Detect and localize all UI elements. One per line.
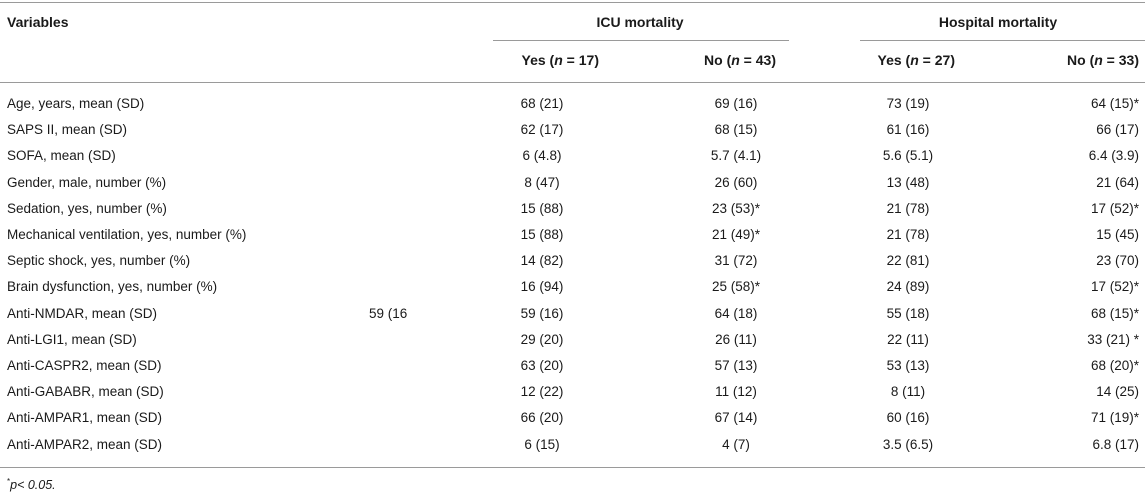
row-label: Anti-NMDAR, mean (SD) (7, 306, 158, 321)
row-label: Age, years, mean (SD) (7, 96, 145, 111)
variables-header: Variables (7, 14, 69, 30)
hospital-yes-value: 22 (11) (887, 332, 929, 347)
hospital-yes-value: 13 (48) (886, 175, 930, 190)
stray-cell-value: 59 (16 (369, 306, 408, 321)
icu-yes-value: 29 (20) (520, 332, 564, 347)
icu-no-header: No (n = 43) (704, 52, 776, 68)
icu-no-value: 26 (60) (714, 175, 758, 190)
hospital-yes-value: 21 (78) (886, 227, 930, 242)
row-label: Gender, male, number (%) (7, 175, 167, 190)
icu-no-value: 4 (7) (722, 437, 750, 452)
icu-yes-value: 15 (88) (520, 227, 564, 242)
hospital-yes-value: 53 (13) (886, 358, 930, 373)
hospital-no-value: 64 (15)* (1090, 96, 1139, 111)
row-label: Septic shock, yes, number (%) (7, 253, 191, 268)
icu-no-value: 64 (18) (714, 306, 758, 321)
icu-yes-value: 6 (4.8) (522, 148, 562, 163)
hospital-yes-value: 55 (18) (886, 306, 930, 321)
icu-mortality-header: ICU mortality (596, 14, 684, 30)
hospital-no-value: 6.8 (17) (1092, 437, 1139, 452)
hospital-group-rule (860, 40, 1145, 41)
header-bottom-rule (0, 82, 1145, 83)
row-label: Anti-AMPAR1, mean (SD) (7, 410, 163, 425)
icu-yes-value: 8 (47) (524, 175, 560, 190)
hospital-no-value: 17 (52)* (1090, 279, 1139, 294)
hospital-no-value: 71 (19)* (1090, 410, 1139, 425)
icu-yes-value: 63 (20) (520, 358, 564, 373)
hospital-yes-value: 61 (16) (886, 122, 930, 137)
hospital-yes-header: Yes (n = 27) (877, 52, 955, 68)
icu-yes-value: 12 (22) (520, 384, 564, 399)
footnote-symbol: * (7, 476, 11, 486)
icu-yes-value: 62 (17) (520, 122, 564, 137)
row-label: Brain dysfunction, yes, number (%) (7, 279, 218, 294)
row-label: Anti-LGI1, mean (SD) (7, 332, 137, 347)
footnote: *p< 0.05. (7, 476, 56, 492)
icu-yes-value: 14 (82) (520, 253, 564, 268)
icu-no-value: 23 (53)* (711, 201, 761, 216)
top-rule (0, 2, 1145, 3)
icu-no-value: 57 (13) (714, 358, 758, 373)
row-label: SOFA, mean (SD) (7, 148, 116, 163)
icu-no-value: 68 (15) (714, 122, 758, 137)
hospital-mortality-header: Hospital mortality (938, 14, 1058, 30)
footnote-text: p< 0.05. (10, 478, 56, 492)
hospital-yes-value: 60 (16) (886, 410, 930, 425)
hospital-yes-value: 5.6 (5.1) (882, 148, 934, 163)
bottom-rule (0, 467, 1145, 468)
row-label: Sedation, yes, number (%) (7, 201, 167, 216)
row-label: Anti-CASPR2, mean (SD) (7, 358, 162, 373)
icu-no-value: 69 (16) (714, 96, 758, 111)
hospital-yes-value: 22 (81) (886, 253, 930, 268)
icu-yes-value: 6 (15) (524, 437, 560, 452)
row-label: Anti-GABABR, mean (SD) (7, 384, 164, 399)
hospital-yes-value: 8 (11) (890, 384, 926, 399)
hospital-yes-value: 3.5 (6.5) (882, 437, 934, 452)
icu-group-rule (493, 40, 789, 41)
hospital-yes-value: 24 (89) (886, 279, 930, 294)
hospital-no-header: No (n = 33) (1067, 52, 1139, 68)
icu-no-value: 26 (11) (715, 332, 757, 347)
icu-yes-value: 68 (21) (520, 96, 564, 111)
row-label: SAPS II, mean (SD) (7, 122, 128, 137)
hospital-no-value: 68 (15)* (1090, 306, 1139, 321)
hospital-yes-value: 21 (78) (886, 201, 930, 216)
hospital-no-value: 66 (17) (1096, 122, 1139, 137)
hospital-no-value: 68 (20)* (1090, 358, 1139, 373)
icu-yes-value: 15 (88) (520, 201, 564, 216)
icu-no-value: 11 (12) (715, 384, 757, 399)
icu-yes-value: 16 (94) (520, 279, 564, 294)
hospital-no-value: 14 (25) (1096, 384, 1139, 399)
hospital-no-value: 15 (45) (1096, 227, 1139, 242)
hospital-no-value: 33 (21) * (1087, 332, 1139, 347)
icu-no-value: 67 (14) (714, 410, 758, 425)
hospital-no-value: 23 (70) (1096, 253, 1139, 268)
hospital-no-value: 21 (64) (1096, 175, 1139, 190)
row-label: Anti-AMPAR2, mean (SD) (7, 437, 163, 452)
icu-yes-value: 66 (20) (520, 410, 564, 425)
hospital-no-value: 6.4 (3.9) (1088, 148, 1139, 163)
icu-no-value: 31 (72) (714, 253, 758, 268)
icu-yes-value: 59 (16) (520, 306, 564, 321)
row-label: Mechanical ventilation, yes, number (%) (7, 227, 247, 242)
icu-no-value: 21 (49)* (711, 227, 761, 242)
icu-no-value: 25 (58)* (711, 279, 761, 294)
icu-no-value: 5.7 (4.1) (710, 148, 762, 163)
hospital-no-value: 17 (52)* (1090, 201, 1139, 216)
hospital-yes-value: 73 (19) (886, 96, 930, 111)
icu-yes-header: Yes (n = 17) (521, 52, 599, 68)
